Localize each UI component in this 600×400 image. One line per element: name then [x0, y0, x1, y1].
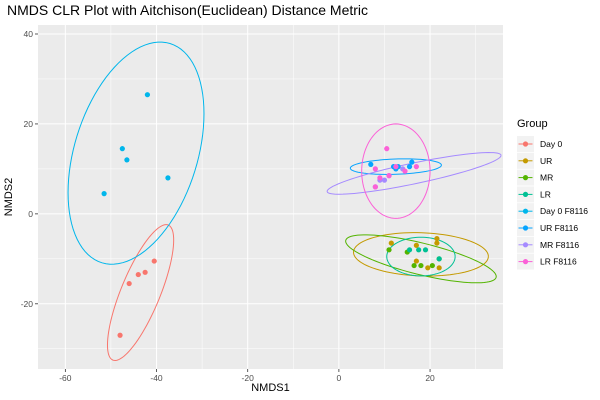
ellipse-lr-f8116	[361, 123, 431, 219]
legend-label: UR F8116	[540, 223, 578, 233]
legend-title: Group	[517, 118, 548, 130]
x-tick-label: -20	[242, 373, 255, 383]
ellipse-ur	[353, 232, 489, 277]
x-axis-title: NMDS1	[251, 382, 290, 394]
point-ur	[425, 265, 431, 271]
legend-key-point	[522, 158, 529, 164]
point-day-0	[151, 258, 157, 264]
legend-label: UR	[540, 156, 552, 166]
ellipse-mr-f8116	[326, 152, 502, 195]
legend-key-point	[522, 259, 529, 265]
point-ur	[434, 240, 440, 246]
point-ur	[434, 235, 440, 242]
point-lr	[422, 247, 429, 253]
point-lr-f8116	[402, 168, 408, 174]
point-ur	[413, 242, 419, 248]
point-lr	[406, 247, 413, 253]
x-tick-label: -40	[150, 373, 163, 383]
x-tick-label: 0	[337, 373, 342, 383]
legend-key-point	[522, 175, 529, 181]
ellipse-day-0	[106, 224, 175, 361]
point-lr-f8116	[384, 146, 390, 152]
point-lr-f8116	[372, 166, 378, 172]
point-day-0-f8116	[124, 157, 130, 163]
point-ur	[388, 240, 394, 246]
point-day-0-f8116	[119, 146, 125, 152]
point-day-0-f8116	[165, 175, 171, 181]
x-tick-label: -60	[59, 373, 72, 383]
point-ur-f8116	[409, 159, 415, 165]
point-ur-f8116	[406, 164, 413, 170]
y-axis-title: NMDS2	[3, 178, 15, 217]
legend-label: Day 0 F8116	[540, 206, 588, 216]
legend-key-point	[522, 242, 529, 248]
legend-key-point	[522, 225, 529, 231]
y-tick-label: 40	[24, 29, 34, 39]
y-tick-label: 0	[28, 209, 33, 219]
point-day-0	[126, 280, 132, 287]
axis-ticks: -60 -40 -20 0 20 -20 0 20 40	[21, 29, 435, 383]
point-mr-f8116	[381, 177, 388, 183]
point-lr	[416, 247, 422, 253]
point-lr-f8116	[393, 164, 399, 170]
point-lr	[436, 256, 442, 262]
legend-label: LR	[540, 189, 551, 199]
point-ur-f8116	[368, 161, 374, 167]
point-day-0	[142, 269, 148, 275]
chart-title: NMDS CLR Plot with Aitchison(Euclidean) …	[7, 2, 368, 18]
legend-label: MR	[540, 173, 553, 183]
ellipse-day-0-f8116	[67, 41, 205, 265]
point-day-0	[135, 271, 141, 278]
x-tick-label: 20	[425, 373, 435, 383]
point-mr	[386, 247, 392, 253]
point-day-0	[117, 332, 123, 338]
legend-key-point	[522, 191, 529, 197]
point-lr-f8116	[377, 175, 383, 181]
ellipse-ur-f8116	[349, 158, 442, 175]
confidence-ellipses	[67, 41, 502, 361]
data-points	[101, 92, 442, 338]
legend: Group Day 0 UR MR LR Day 0 F8116 UR F8116 MR F…	[517, 118, 588, 270]
legend-items: Day 0 UR MR LR Day 0 F8116 UR F8116 MR F8116 LR…	[517, 136, 588, 270]
point-ur	[413, 258, 419, 264]
legend-label: LR F8116	[540, 257, 577, 267]
point-mr	[429, 262, 435, 269]
legend-label: Day 0	[540, 139, 562, 149]
point-ur	[436, 265, 442, 271]
point-mr	[418, 262, 424, 269]
point-day-0-f8116	[144, 92, 151, 98]
plot-panel	[38, 25, 503, 369]
point-lr-f8116	[386, 173, 392, 179]
y-tick-label: -20	[21, 299, 34, 309]
legend-label: MR F8116	[540, 240, 579, 250]
ellipse-mr	[345, 234, 497, 284]
point-lr-f8116	[372, 184, 378, 190]
point-lr-f8116	[413, 164, 419, 170]
point-mr	[411, 262, 417, 269]
legend-key-point	[522, 208, 529, 214]
point-day-0-f8116	[101, 191, 107, 197]
legend-key-point	[522, 141, 529, 147]
y-tick-label: 20	[24, 119, 34, 129]
